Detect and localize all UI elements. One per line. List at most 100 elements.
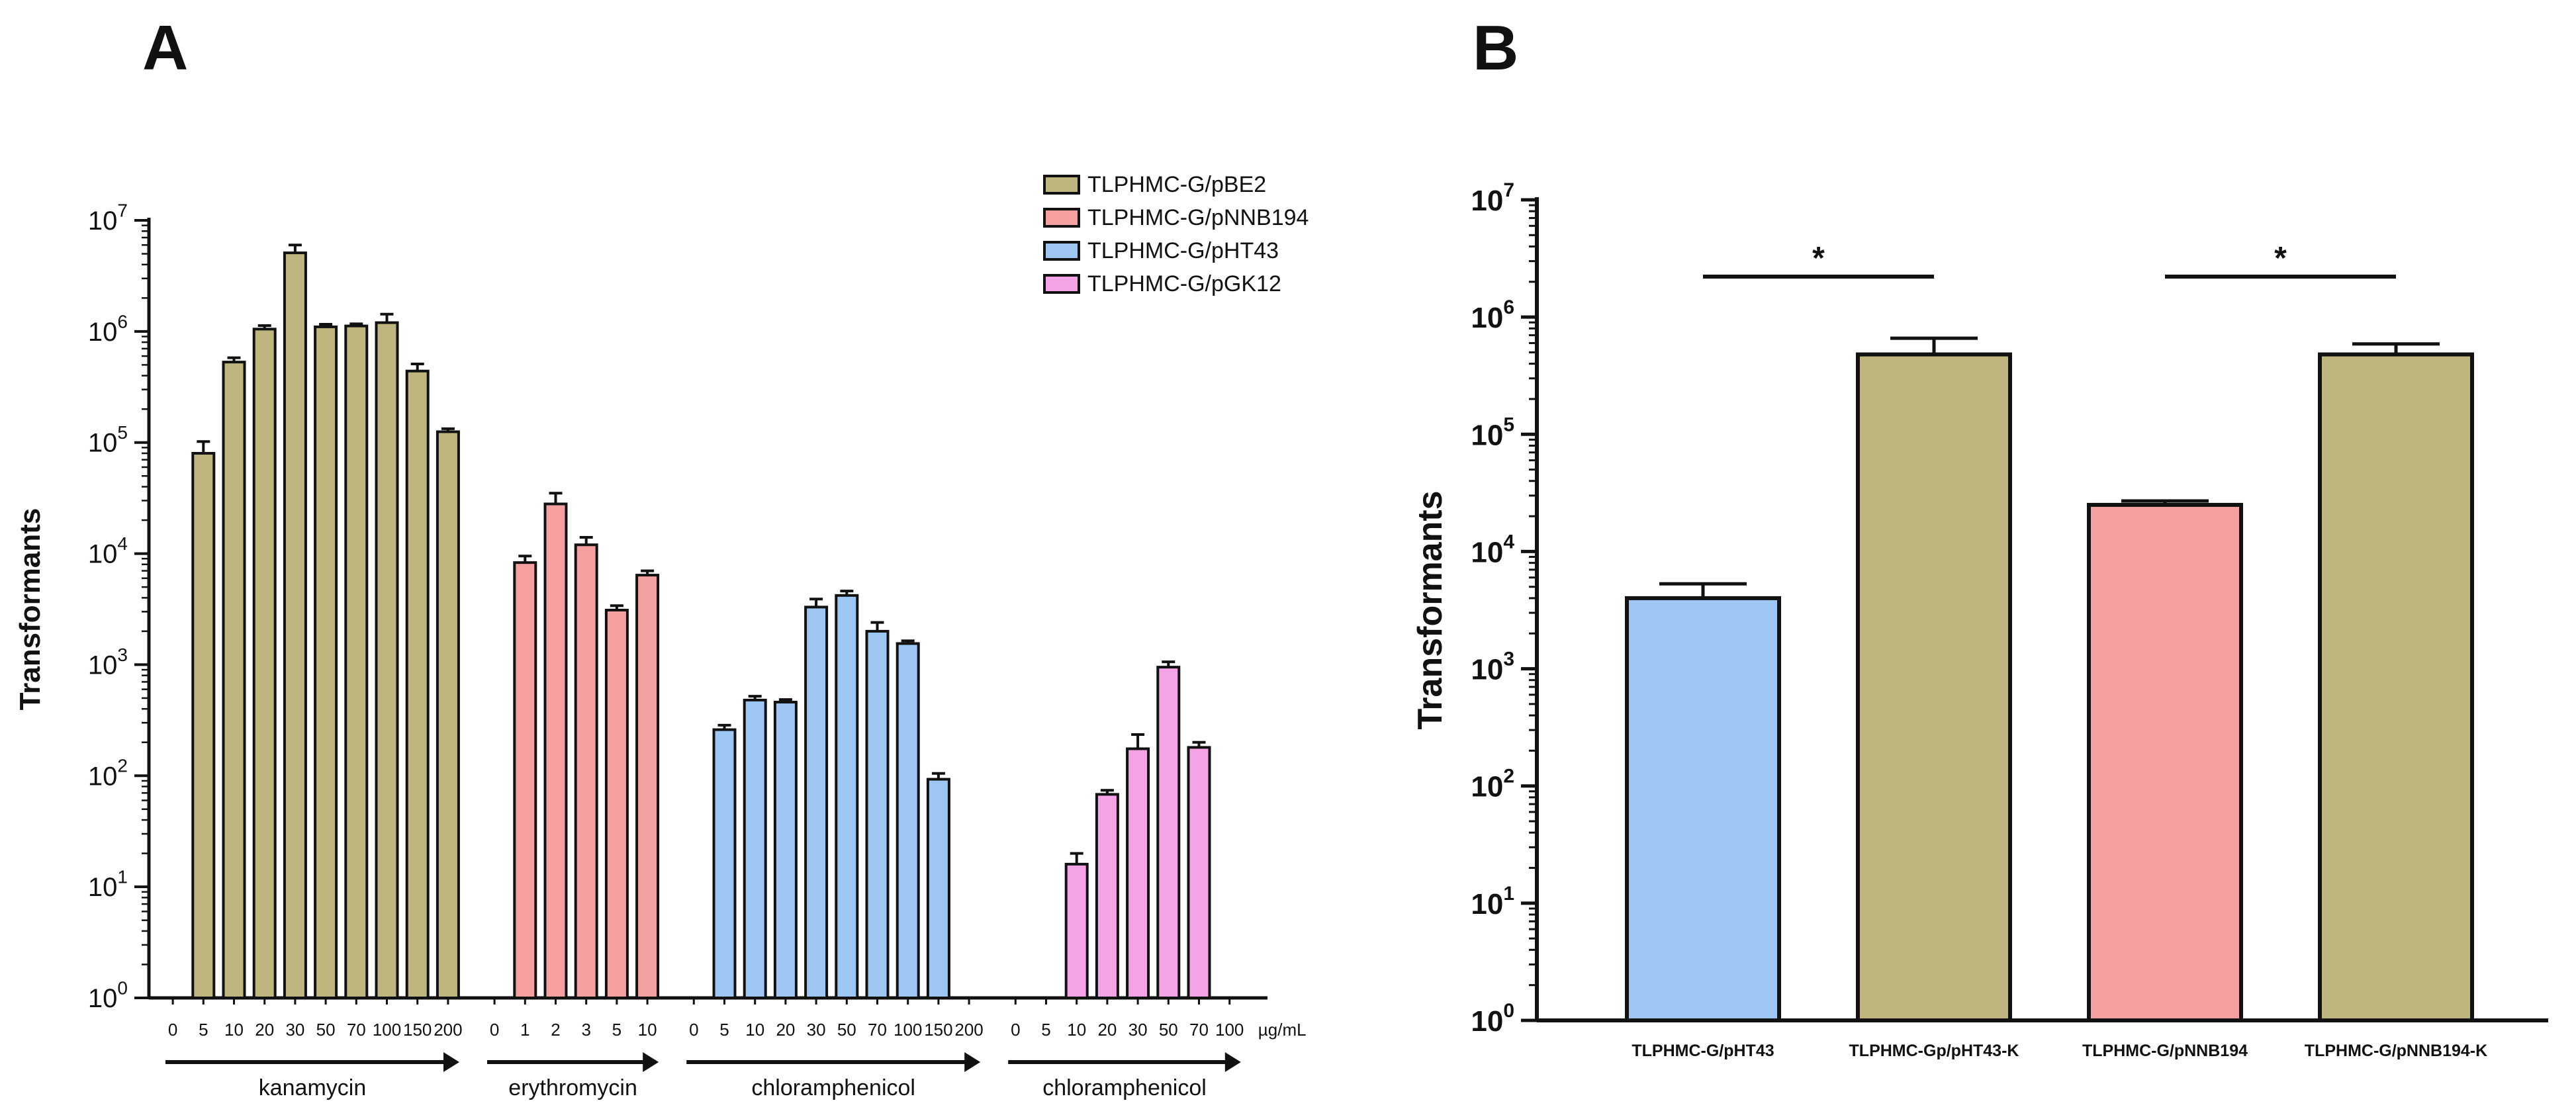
x-tick-label: 30 (285, 1020, 304, 1040)
x-tick-label: 0 (689, 1020, 698, 1040)
legend-label: TLPHMC-G/pNNB194 (1087, 205, 1309, 230)
bar (1856, 352, 2012, 1022)
legend-swatch (1043, 274, 1080, 294)
bar (375, 321, 399, 1000)
x-tick-label: 5 (612, 1020, 621, 1040)
bar (513, 561, 537, 999)
x-tick-label: 100 (894, 1020, 922, 1040)
y-tick-label: 101 (1471, 883, 1514, 920)
y-tick-label: 100 (1471, 1000, 1514, 1038)
bar (252, 328, 277, 999)
x-tick-label: 10 (224, 1020, 244, 1040)
bar (574, 543, 598, 999)
y-tick-label: 106 (88, 311, 128, 347)
y-tick-label: 103 (88, 645, 128, 680)
group-label: erythromycin (508, 1075, 637, 1100)
bar (436, 430, 460, 999)
group-arrow-head (643, 1052, 659, 1072)
x-tick-label: 5 (199, 1020, 208, 1040)
x-tick-label: 10 (638, 1020, 657, 1040)
legend-label: TLPHMC-G/pBE2 (1087, 172, 1266, 197)
legend-label: TLPHMC-G/pHT43 (1087, 238, 1279, 263)
y-tick-label: 107 (88, 200, 128, 236)
y-tick-label: 103 (1471, 649, 1514, 686)
y-tick-label: 101 (88, 867, 128, 903)
bar (835, 594, 859, 999)
significance-label: * (2274, 241, 2287, 276)
bar (865, 629, 890, 999)
x-tick-label: 50 (316, 1020, 336, 1040)
x-tick-label: 50 (1159, 1020, 1178, 1040)
panel-letter-b: B (1473, 13, 1518, 83)
bar (314, 325, 338, 1000)
bar (604, 608, 629, 999)
group-arrow-head (964, 1052, 981, 1072)
x-tick-label: 200 (434, 1020, 462, 1040)
bar (405, 369, 430, 999)
bar (773, 701, 798, 1000)
bar (743, 698, 767, 999)
x-tick-label: 200 (954, 1020, 983, 1040)
x-tick-label: 20 (255, 1020, 274, 1040)
unit-label: µg/mL (1258, 1020, 1307, 1040)
group-label: chloramphenicol (1042, 1075, 1207, 1100)
bar (712, 728, 737, 1000)
bar (1126, 747, 1150, 999)
x-tick-label: 10 (1067, 1020, 1086, 1040)
x-tick-label: 30 (807, 1020, 826, 1040)
x-tick-label: 150 (403, 1020, 432, 1040)
x-tick-label: 5 (719, 1020, 729, 1040)
y-tick-label: 104 (1471, 531, 1514, 568)
bar (896, 642, 920, 999)
x-tick-label: 5 (1041, 1020, 1050, 1040)
bar (926, 778, 950, 999)
group-label: chloramphenicol (751, 1075, 915, 1100)
x-tick-label: 20 (1097, 1020, 1117, 1040)
bar (2087, 502, 2243, 1022)
y-tick-label: 102 (1471, 766, 1514, 803)
bar (543, 502, 568, 999)
x-tick-label: 1 (520, 1020, 529, 1040)
legend-swatch (1043, 208, 1080, 228)
x-tick-label: 0 (1011, 1020, 1020, 1040)
y-tick-label: 105 (88, 422, 128, 458)
y-tick-label: 100 (88, 977, 128, 1013)
y-axis-title: Transformants (14, 508, 46, 711)
bar (191, 451, 216, 999)
bar (1187, 746, 1211, 999)
panel-letter-a: A (142, 13, 188, 83)
y-tick-label: 107 (1471, 179, 1514, 217)
x-tick-label: 2 (551, 1020, 560, 1040)
x-tick-label: 0 (168, 1020, 177, 1040)
group-label: kanamycin (259, 1075, 367, 1100)
bar (283, 251, 307, 999)
x-tick-label: 0 (490, 1020, 499, 1040)
x-tick-label: 30 (1128, 1020, 1148, 1040)
y-tick-label: 104 (88, 533, 128, 569)
bar (804, 605, 829, 999)
x-tick-label: 150 (924, 1020, 952, 1040)
x-tick-label: TLPHMC-Gp/pHT43-K (1849, 1042, 2019, 1060)
y-tick-label: 106 (1471, 296, 1514, 334)
legend-label: TLPHMC-G/pGK12 (1087, 271, 1281, 296)
legend-swatch (1043, 175, 1080, 195)
x-tick-label: TLPHMC-G/pNNB194-K (2305, 1042, 2487, 1060)
bar (1156, 666, 1181, 1000)
y-tick-label: 105 (1471, 414, 1514, 451)
y-tick-label: 102 (88, 756, 128, 791)
x-tick-label: TLPHMC-G/pNNB194 (2082, 1042, 2248, 1060)
group-arrow-head (443, 1052, 459, 1072)
x-tick-label: 70 (1189, 1020, 1209, 1040)
chart-b: Transformants 100 101 102 103 104 105 106 107 TLP… (1411, 179, 2548, 1060)
x-tick-label: 10 (745, 1020, 764, 1040)
x-tick-label: 70 (347, 1020, 366, 1040)
x-tick-label: 100 (373, 1020, 401, 1040)
bar (344, 324, 369, 1000)
bar (1625, 596, 1781, 1022)
x-tick-label: 70 (868, 1020, 887, 1040)
group-arrow-head (1224, 1052, 1241, 1072)
significance-label: * (1812, 241, 1825, 276)
bar (635, 574, 660, 999)
